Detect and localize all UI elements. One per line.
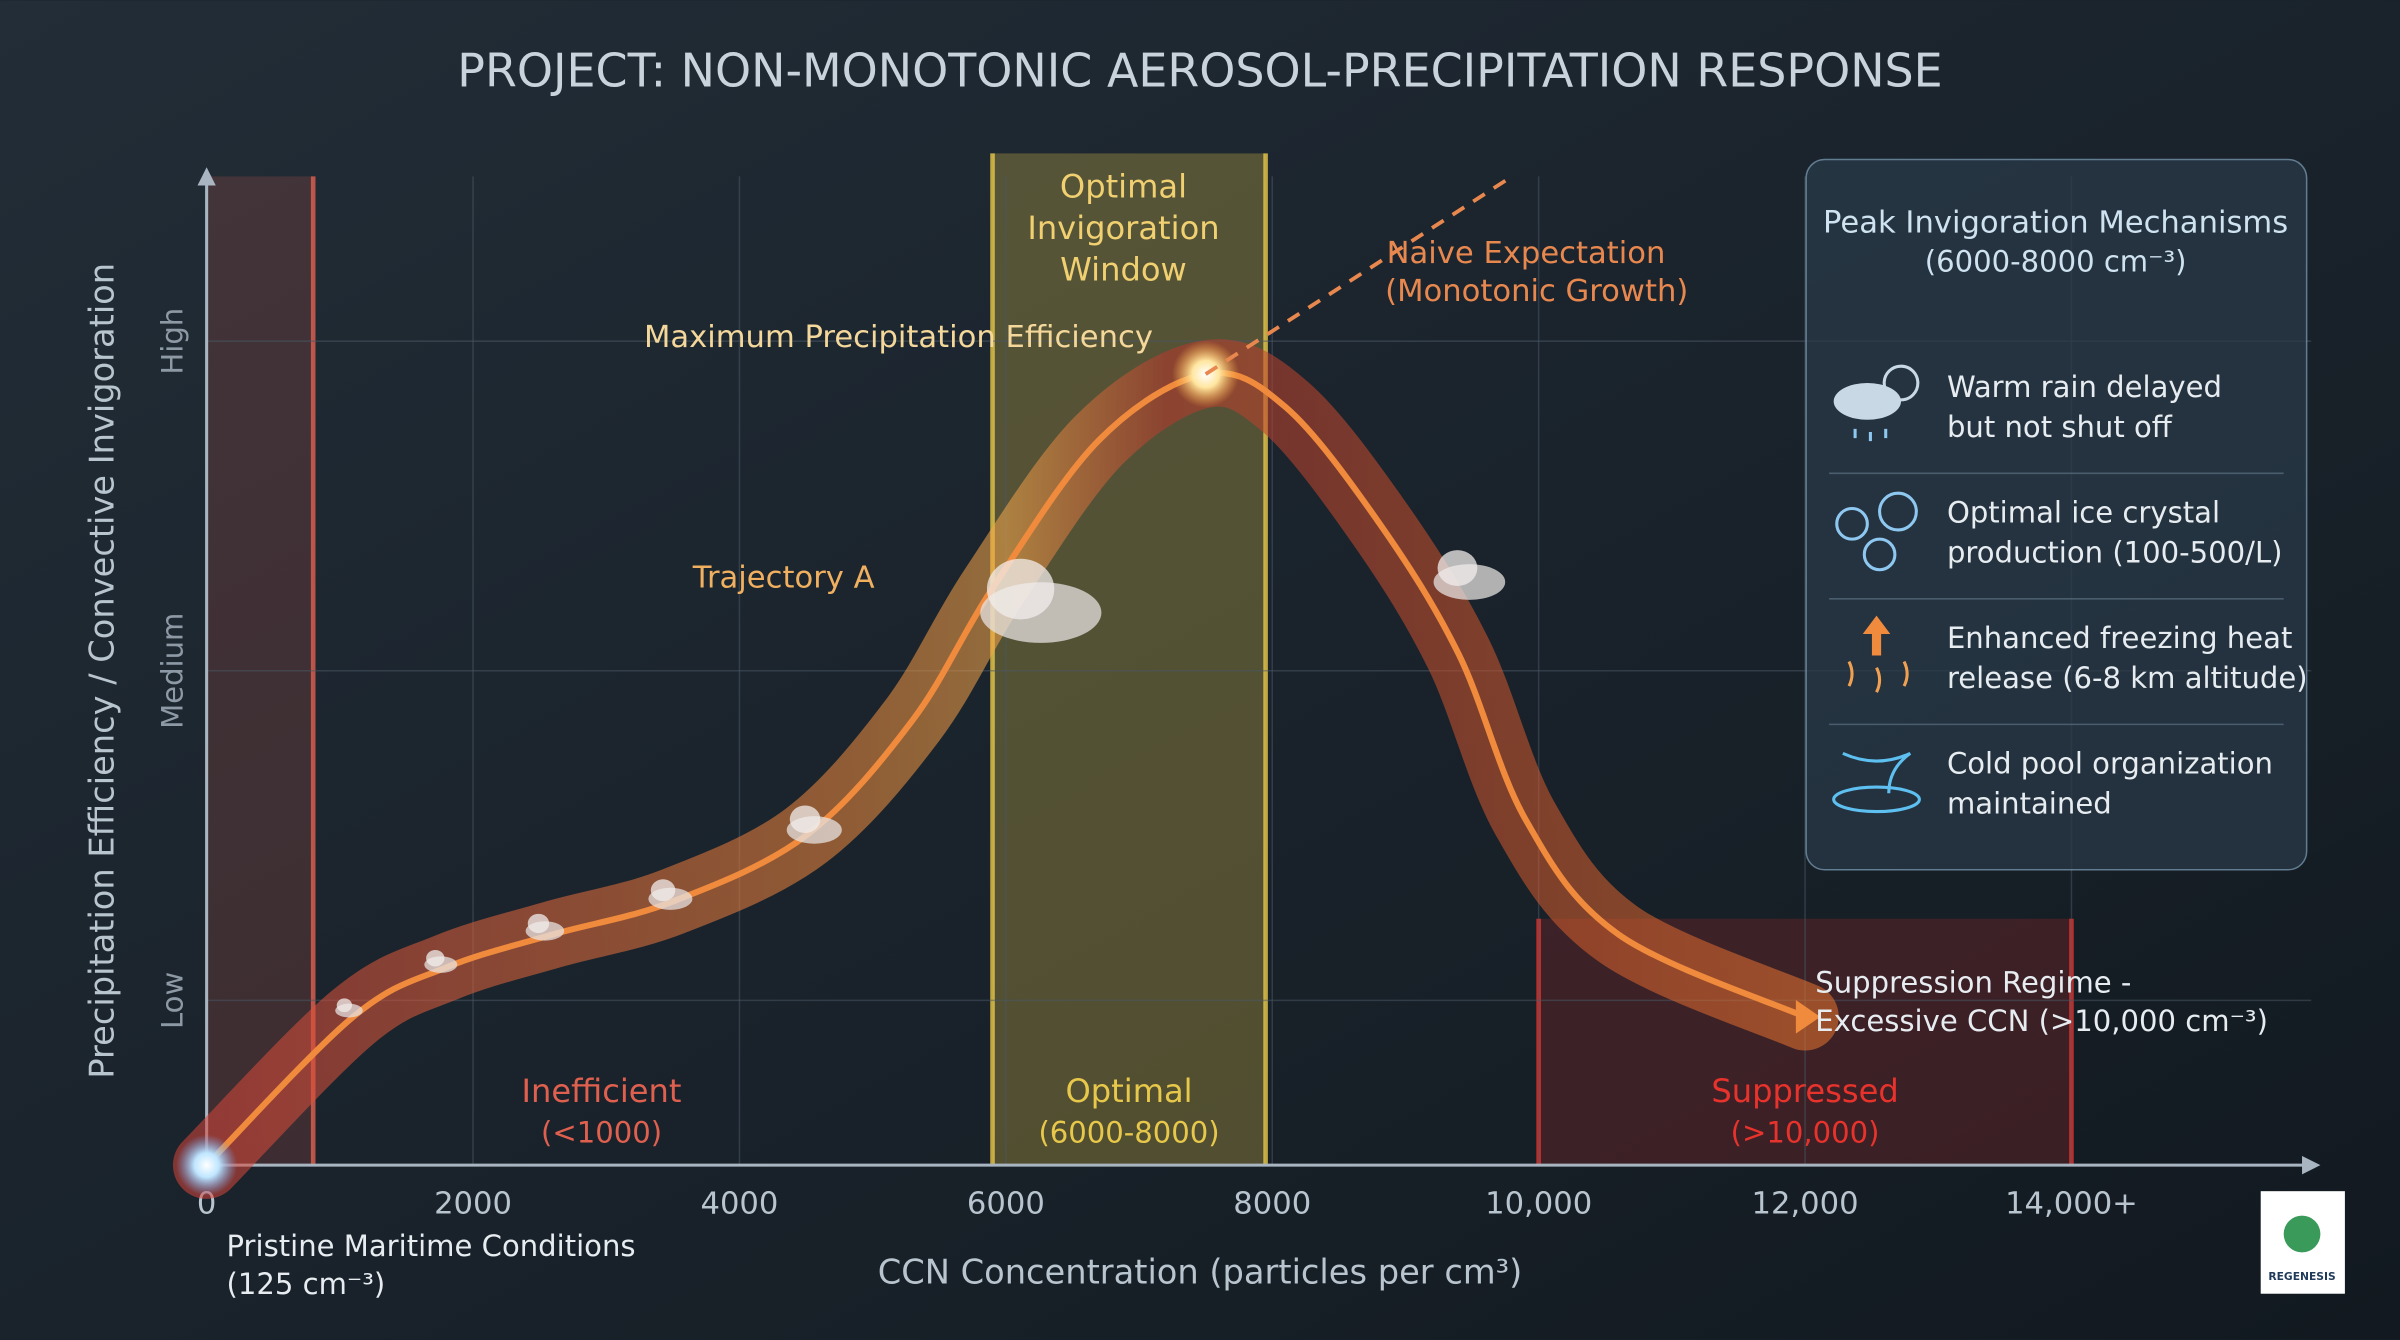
cloud-icon (335, 998, 363, 1018)
peak-label: Maximum Precipitation Efficiency (644, 320, 1153, 355)
panel-item: Enhanced freezing heat (1947, 621, 2292, 655)
panel-item: release (6-8 km altitude) (1947, 661, 2308, 695)
naive-line (1204, 174, 1514, 376)
y-tick-label: Medium (155, 613, 189, 729)
logo-text: REGENESIS (2268, 1270, 2335, 1283)
x-tick-label: 12,000 (1752, 1186, 1859, 1221)
logo-emblem (2283, 1215, 2321, 1253)
x-tick-label: 8000 (1233, 1186, 1311, 1221)
chart-title: PROJECT: NON-MONOTONIC AEROSOL-PRECIPITA… (457, 43, 1942, 97)
mechanism-panel: Peak Invigoration Mechanisms (6000-8000 … (1805, 158, 2308, 871)
panel-item: Optimal ice crystal (1947, 496, 2220, 530)
x-tick-label: 4000 (700, 1186, 778, 1221)
suppression-label: Suppression Regime - (1815, 966, 2131, 1000)
cloud-part (336, 998, 353, 1013)
x-axis-label: CCN Concentration (particles per cm³) (878, 1252, 1522, 1291)
panel-item: Warm rain delayed (1947, 370, 2222, 404)
panel-item: production (100-500/L) (1947, 535, 2283, 569)
trajectory-line (204, 369, 1807, 1168)
panel-box (1805, 158, 2308, 871)
cloud-icon (648, 879, 693, 910)
y-tick-label: Low (155, 972, 189, 1029)
cloud-part (789, 805, 821, 834)
window-label: Optimal (1060, 168, 1187, 206)
cloud-part (426, 949, 445, 967)
naive-note: (Monotonic Growth) (1385, 274, 1688, 309)
panel-item: but not shut off (1947, 410, 2173, 444)
origin-glow (176, 1134, 238, 1196)
cloud-part (1437, 550, 1478, 586)
y-tick-label: High (155, 308, 189, 375)
panel-items: Warm rain delayed but not shut off Optimal… (1947, 370, 2308, 820)
cloud-icon (525, 913, 565, 941)
x-tick-label: 6000 (967, 1186, 1045, 1221)
panel-item: Cold pool organization (1947, 747, 2273, 781)
x-tick-label: 14,000+ (2005, 1186, 2138, 1221)
origin-label: (125 cm⁻³) (227, 1267, 386, 1301)
icon-heat (1847, 615, 1909, 693)
panel-item: maintained (1947, 786, 2112, 820)
band-label: Inefficient (522, 1072, 682, 1110)
cloud-icon (786, 805, 842, 844)
band-range: (<1000) (541, 1116, 662, 1150)
band-range: (6000-8000) (1038, 1116, 1219, 1150)
suppression-label: Excessive CCN (>10,000 cm⁻³) (1815, 1004, 2268, 1038)
logo: REGENESIS (2260, 1191, 2345, 1294)
window-label: Invigoration (1027, 209, 1219, 247)
band-label: Optimal (1066, 1072, 1193, 1110)
cloud-part (650, 879, 676, 902)
icon-ice (1835, 491, 1918, 572)
series-label: Trajectory A (692, 560, 875, 595)
cloud-part (986, 558, 1055, 620)
window-label: Window (1060, 250, 1187, 288)
naive-label: Naive Expectation (1387, 236, 1666, 271)
x-tick-label: 2000 (434, 1186, 512, 1221)
icon-rain-clock (1833, 364, 1920, 442)
origin-label: Pristine Maritime Conditions (227, 1229, 636, 1263)
y-axis-label: Precipitation Efficiency / Convective In… (83, 263, 122, 1079)
cloud-icon (980, 558, 1102, 643)
x-tick-label: 10,000 (1485, 1186, 1592, 1221)
arrow-head (1795, 999, 1821, 1034)
band (992, 153, 1266, 1166)
cloud-part (527, 913, 550, 934)
panel-title: Peak Invigoration Mechanisms (1823, 205, 2288, 240)
cloud-icon (1433, 550, 1506, 600)
icon-cold-pool (1832, 752, 1921, 814)
panel-subtitle: (6000-8000 cm⁻³) (1925, 245, 2187, 279)
cloud-icon (424, 949, 458, 973)
